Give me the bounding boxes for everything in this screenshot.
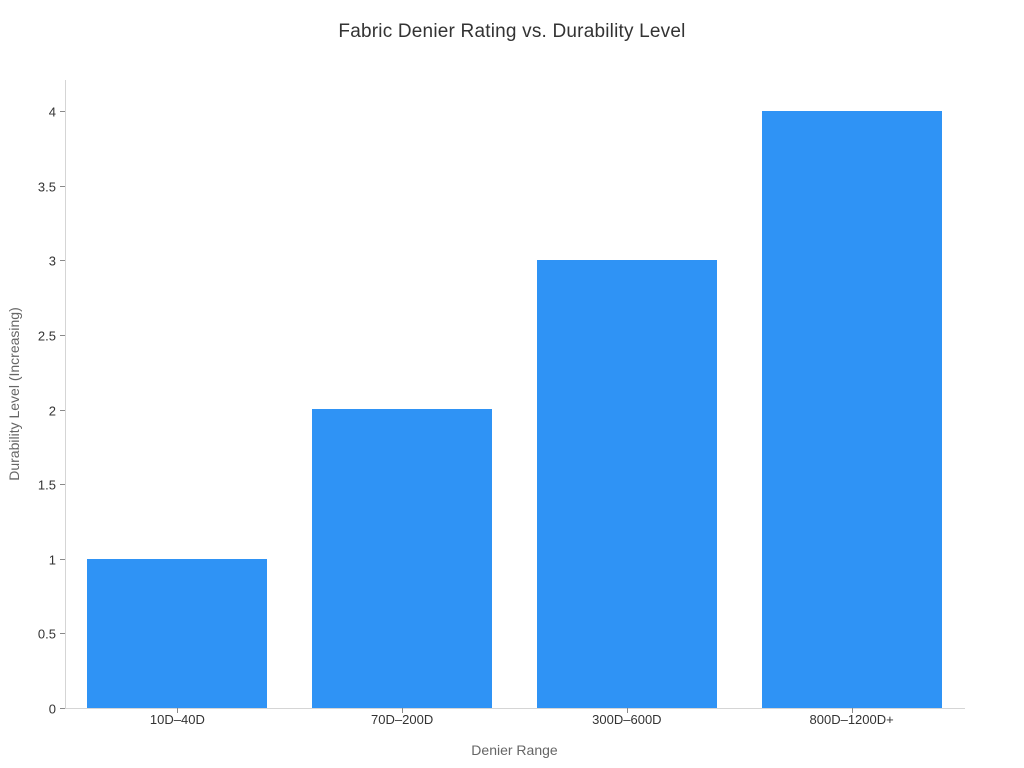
bar — [761, 111, 942, 708]
y-tick-mark — [60, 410, 65, 411]
x-tick-label: 70D–200D — [371, 712, 434, 727]
x-tick-label: 300D–600D — [592, 712, 662, 727]
y-tick-label: 1 — [48, 552, 56, 567]
y-tick-label: 3 — [48, 253, 56, 268]
x-tick-label: 800D–1200D+ — [809, 712, 894, 727]
x-tick-label: 10D–40D — [149, 712, 205, 727]
x-axis-line — [65, 708, 965, 709]
y-tick-label: 1.5 — [37, 477, 56, 492]
x-tick-mark — [626, 708, 628, 713]
chart-title: Fabric Denier Rating vs. Durability Leve… — [338, 21, 686, 42]
y-tick-label: 3.5 — [37, 179, 56, 194]
y-tick-mark — [60, 484, 65, 485]
y-tick-mark — [60, 633, 65, 634]
y-tick-label: 0.5 — [37, 626, 56, 641]
x-axis-title: Denier Range — [471, 742, 558, 758]
y-tick-mark — [60, 260, 65, 261]
x-tick-mark — [402, 708, 404, 713]
y-axis-line — [65, 80, 66, 709]
y-tick-label: 2.5 — [37, 328, 56, 343]
y-tick-mark — [60, 186, 65, 187]
bar — [87, 559, 268, 708]
y-tick-mark — [60, 559, 65, 560]
y-tick-mark — [60, 708, 65, 709]
y-tick-label: 0 — [48, 701, 56, 716]
y-tick-mark — [60, 111, 65, 112]
bar — [536, 260, 717, 708]
y-tick-label: 4 — [48, 104, 56, 119]
y-tick-label: 2 — [48, 403, 56, 418]
bar — [312, 409, 493, 708]
x-tick-mark — [851, 708, 853, 713]
y-tick-mark — [60, 335, 65, 336]
x-tick-mark — [177, 708, 179, 713]
